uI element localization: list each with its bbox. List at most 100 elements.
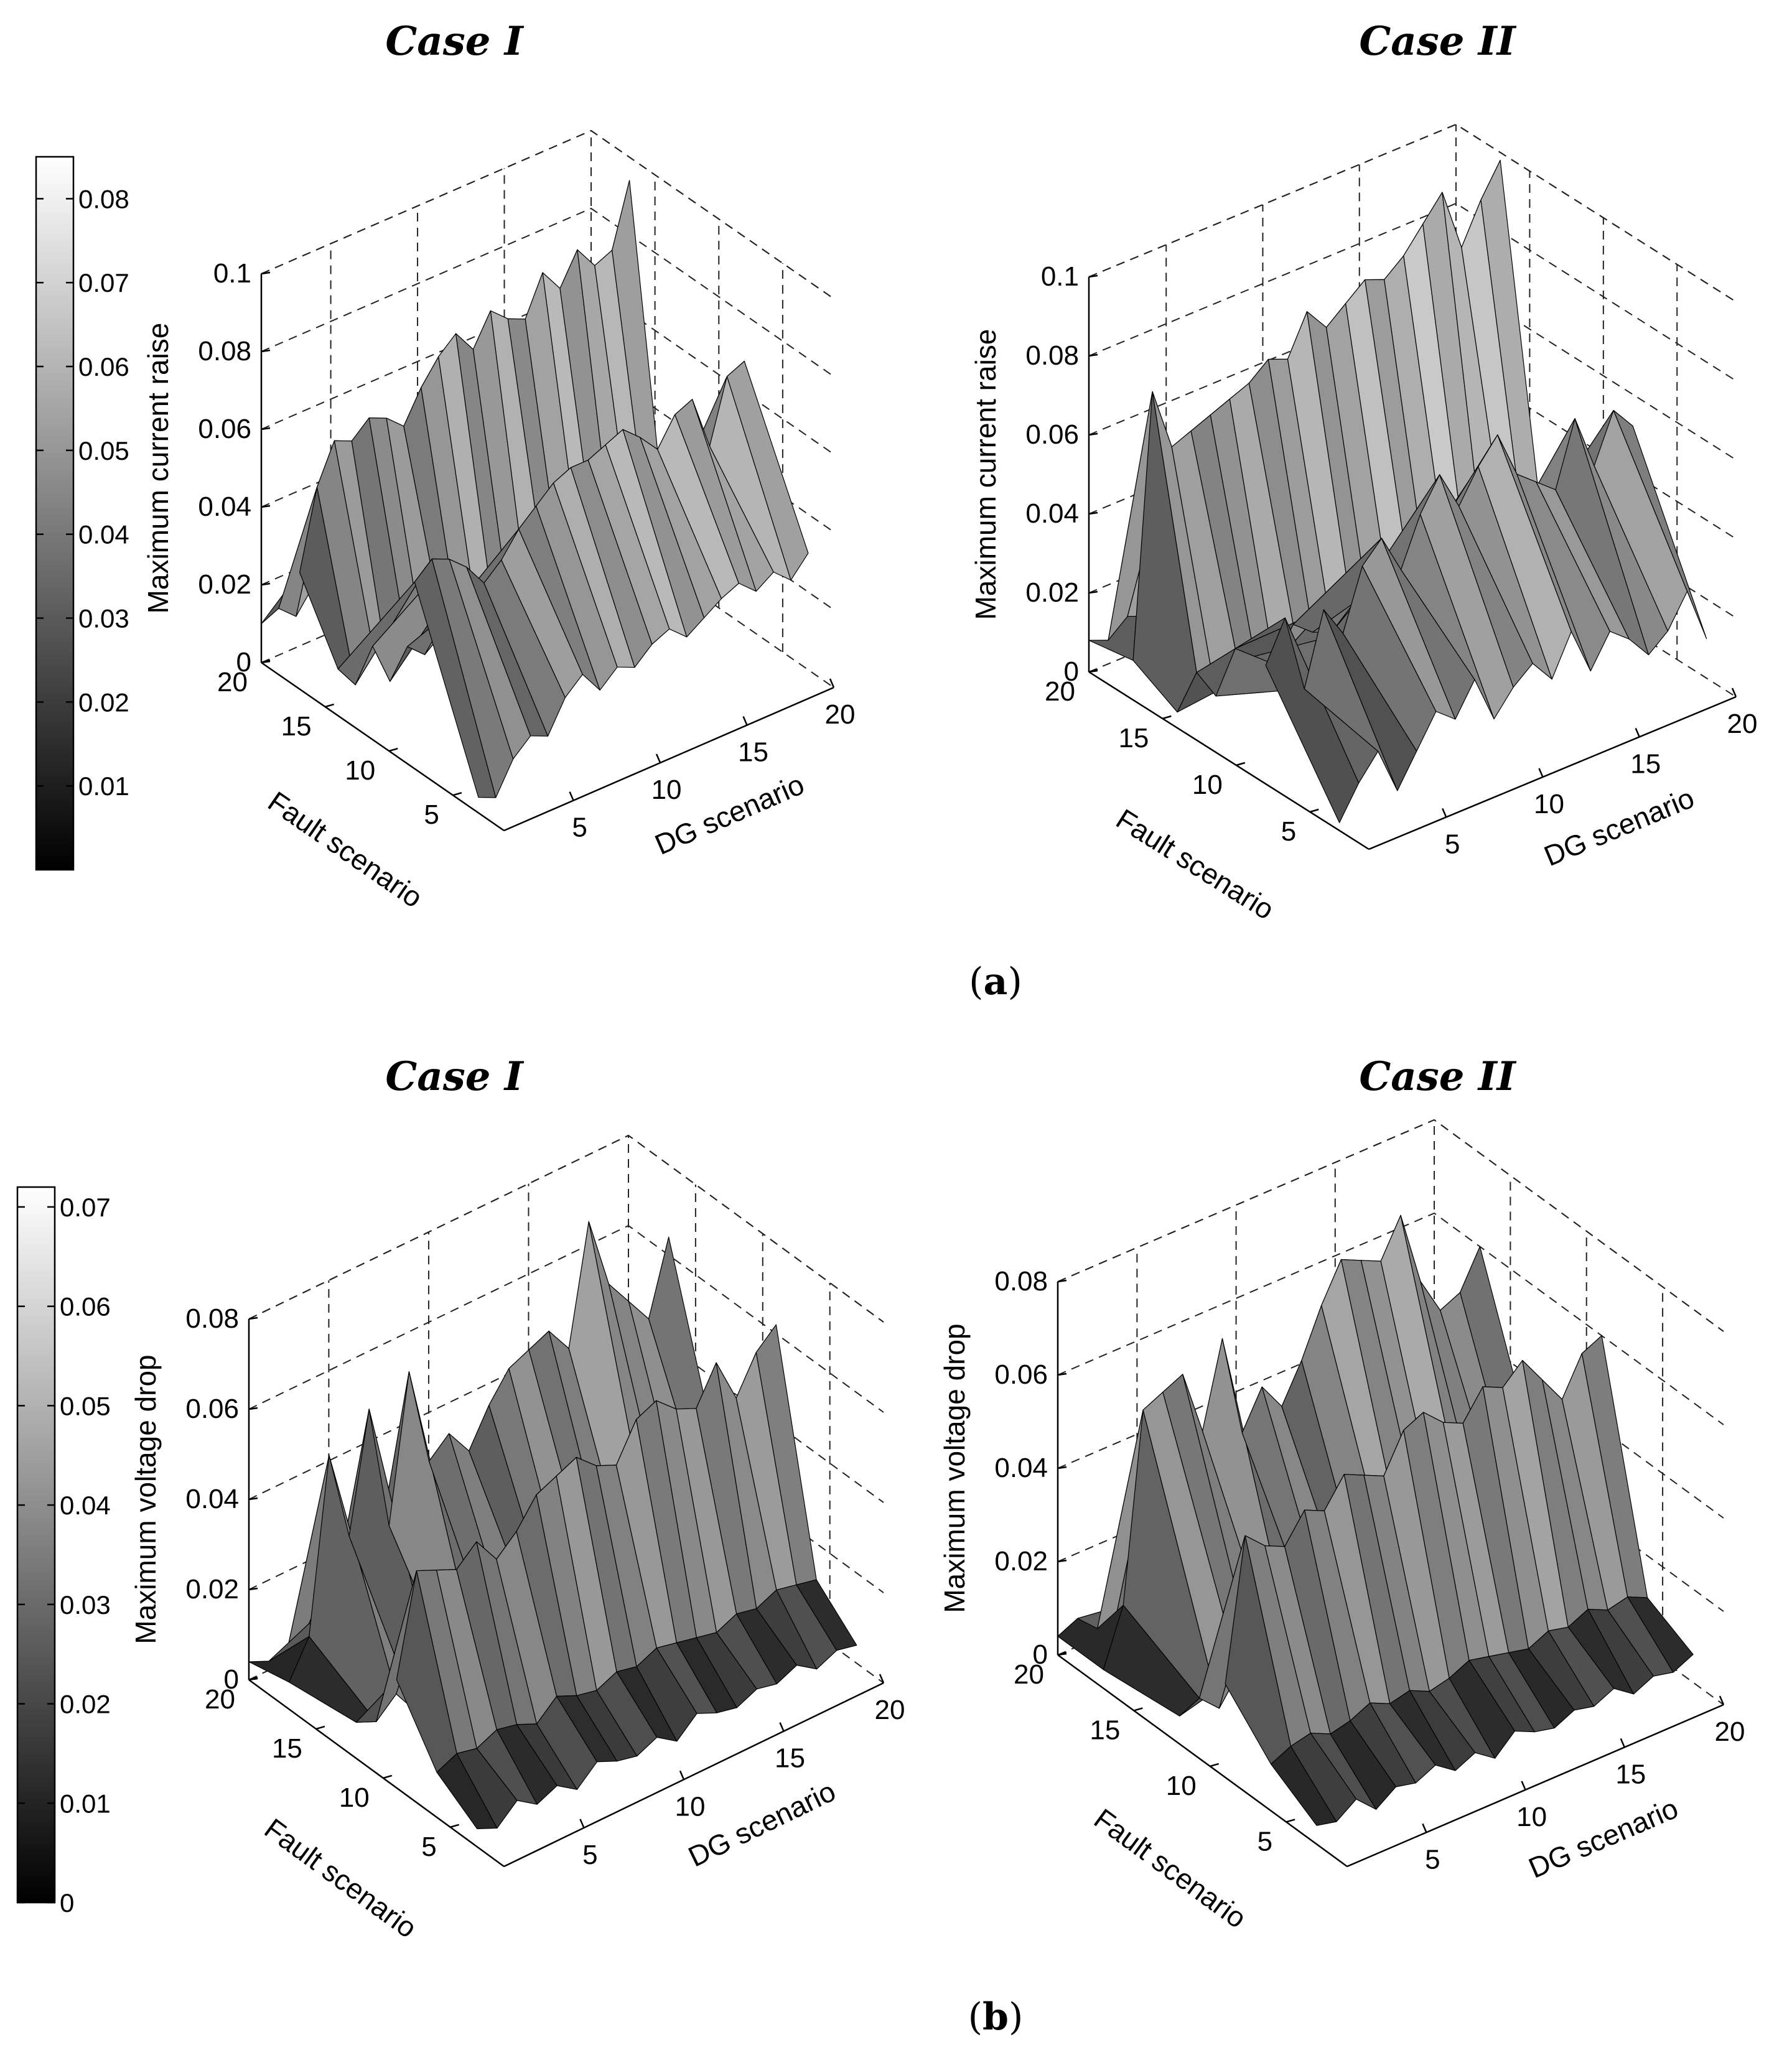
z-axis-label: Maximum current raise	[142, 323, 174, 614]
y-tick-mark	[1088, 668, 1098, 673]
axes: 0 0.02 0.04 0.06 0.08 0.1 5 10 15 20 5 10 15 20 Maximu…	[142, 258, 855, 914]
surface-facet	[1613, 409, 1707, 640]
x-tick-mark	[829, 678, 835, 688]
z-axis-label: Maximum current raise	[969, 329, 1002, 620]
y-tick-label: 10	[345, 755, 375, 786]
x-tick-label: 20	[1727, 709, 1758, 739]
z-tick-label: 0.06	[185, 1394, 239, 1424]
z-tick-label: 0.1	[1041, 261, 1079, 292]
panel-label-b-close: )	[1009, 1995, 1023, 2039]
surface-facet	[726, 360, 809, 581]
y-tick-label: 5	[1281, 816, 1296, 847]
y-tick-mark	[1286, 1819, 1295, 1823]
x-axis-line	[503, 1682, 884, 1868]
x-axis-label: DG scenario	[683, 1774, 841, 1873]
z-tick-label: 0.04	[994, 1453, 1048, 1483]
y-axis-line	[1088, 671, 1370, 850]
chart-a-case-1: Case I 0 0.02 0.04 0.06 0.08 0.1 5 10 15 20 5 10 15 20…	[142, 18, 855, 914]
z-tick-mark	[248, 1587, 258, 1591]
colorbar-tick-label: 0.02	[60, 1690, 111, 1719]
colorbar-gradient	[16, 1186, 56, 1904]
colorbar-a: 0.01 0.02 0.03 0.04 0.05 0.06 0.07 0.08	[35, 156, 129, 871]
z-tick-label: 0.02	[994, 1546, 1048, 1577]
x-tick-label: 5	[1425, 1844, 1440, 1875]
chart-b-case-1: Case I 0 0.02 0.04 0.06 0.08 5 10 15 20 5 10 15 20 Max…	[129, 1053, 905, 1944]
z-tick-label: 0.02	[198, 569, 251, 600]
y-tick-label: 15	[272, 1733, 302, 1764]
z-tick-label: 0.06	[994, 1359, 1048, 1390]
x-tick-label: 5	[582, 1840, 597, 1870]
colorbar-tick-label: 0.04	[60, 1491, 111, 1520]
z-tick-label: 0.02	[185, 1574, 239, 1605]
surface	[261, 180, 809, 798]
z-tick-mark	[261, 271, 271, 275]
z-tick-label: 0.08	[185, 1303, 239, 1334]
x-tick-mark	[1422, 1823, 1427, 1833]
z-tick-mark	[261, 427, 271, 431]
grid-line-z	[1057, 1212, 1724, 1425]
chart-a-case-2: Case II 0 0.02 0.04 0.06 0.08 0.1 5 10 15 20 5 10 15 2…	[969, 18, 1757, 926]
z-tick-label: 0.02	[1025, 577, 1079, 608]
x-tick-label: 5	[1445, 829, 1460, 859]
y-axis-label: Fault scenario	[1111, 803, 1280, 926]
grid-top-edge	[1088, 123, 1737, 302]
x-tick-mark	[879, 1674, 885, 1684]
y-tick-mark	[383, 1774, 393, 1779]
y-axis-line	[248, 1679, 505, 1868]
y-tick-label: 10	[1192, 770, 1223, 800]
x-tick-mark	[779, 1722, 785, 1732]
panel-label-a-letter: a	[984, 960, 1008, 1004]
z-tick-mark	[1088, 511, 1098, 515]
z-tick-mark	[248, 1497, 258, 1501]
panel-label-b-open: (	[968, 1995, 982, 2039]
surface	[248, 1221, 857, 1829]
panel-label-a-open: (	[969, 960, 983, 1004]
z-axis-label: Maximum voltage drop	[938, 1323, 971, 1613]
x-tick-label: 20	[1715, 1717, 1745, 1747]
x-tick-mark	[655, 753, 661, 763]
x-tick-mark	[1521, 1781, 1526, 1791]
chart-title: Case I	[385, 1053, 524, 1100]
y-tick-label: 5	[424, 799, 439, 830]
x-tick-mark	[1620, 1738, 1625, 1748]
grid-line-z	[261, 207, 834, 377]
y-tick-mark	[248, 1676, 258, 1681]
z-tick-label: 0.08	[198, 336, 251, 366]
y-tick-mark	[1309, 808, 1319, 813]
x-axis-line	[1346, 1703, 1724, 1868]
x-tick-mark	[742, 716, 748, 726]
y-tick-mark	[1162, 715, 1172, 720]
z-tick-label: 0.06	[1025, 419, 1079, 450]
y-axis-label: Fault scenario	[259, 1812, 423, 1944]
panel-label-a-close: )	[1007, 960, 1022, 1004]
colorbar-tick-label: 0.04	[78, 520, 129, 549]
panel-label-a: (a)	[969, 960, 1022, 1004]
x-tick-label: 15	[1615, 1759, 1646, 1789]
y-tick-mark	[1210, 1763, 1220, 1768]
surface	[1057, 1214, 1694, 1826]
colorbar-gradient	[35, 156, 75, 871]
y-tick-label: 20	[205, 1684, 235, 1715]
z-tick-mark	[1088, 590, 1098, 594]
y-tick-mark	[315, 1725, 325, 1730]
y-tick-mark	[452, 791, 462, 796]
colorbar-tick-label: 0.03	[60, 1590, 111, 1619]
z-tick-label: 0	[236, 647, 251, 678]
z-tick-label: 0.08	[994, 1266, 1048, 1297]
x-tick-label: 10	[1516, 1802, 1547, 1832]
y-axis-label: Fault scenario	[263, 785, 429, 914]
z-tick-mark	[1057, 1466, 1067, 1470]
panel-label-b-letter: b	[982, 1995, 1009, 2039]
y-tick-mark	[325, 703, 334, 708]
x-tick-label: 15	[738, 737, 768, 768]
chart-b-case-2: Case II 0 0.02 0.04 0.06 0.08 5 10 15 20 5 10 15 20 Ma…	[938, 1053, 1745, 1934]
x-tick-label: 20	[825, 699, 856, 730]
y-tick-label: 10	[1166, 1771, 1197, 1801]
surface-facet	[1627, 1596, 1694, 1673]
y-tick-label: 5	[1258, 1826, 1272, 1857]
grid-line-z	[248, 1134, 884, 1323]
y-tick-mark	[261, 659, 271, 664]
colorbar-b: 0 0.01 0.02 0.03 0.04 0.05 0.06 0.07	[16, 1186, 111, 1917]
y-tick-label: 10	[339, 1782, 370, 1813]
z-tick-mark	[1088, 353, 1098, 357]
